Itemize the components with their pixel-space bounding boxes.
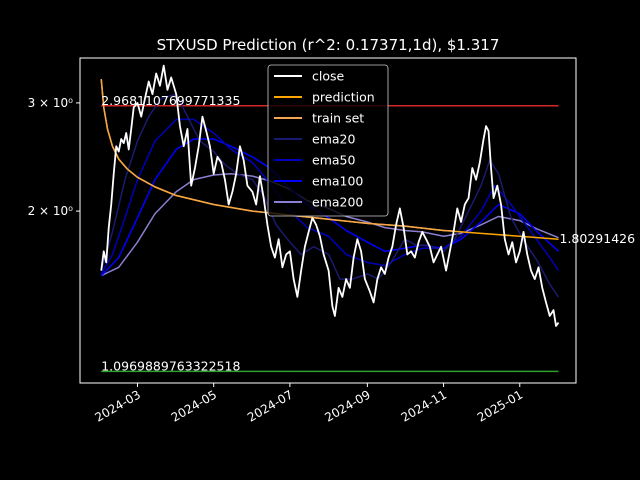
y-axis: 2 × 10⁰ 3 × 10⁰ xyxy=(28,96,80,218)
annotations: 2.9681107699771335 1.0969889763322518 1.80… xyxy=(101,93,635,374)
legend-label-prediction: prediction xyxy=(312,90,375,105)
series-line-ema100 xyxy=(100,138,560,277)
hline-label-lower: 1.0969889763322518 xyxy=(101,358,240,373)
chart-title: STXUSD Prediction (r^2: 0.17371,1d), $1.… xyxy=(157,36,500,54)
legend-label-train: train set xyxy=(312,111,364,126)
legend-label-ema20: ema20 xyxy=(312,132,355,147)
series-line-close xyxy=(100,64,560,327)
y-tick-label: 2 × 10⁰ xyxy=(28,204,74,218)
series-line-ema20 xyxy=(100,93,560,298)
series-line-train xyxy=(100,79,455,232)
legend-label-close: close xyxy=(312,69,345,84)
legend-box xyxy=(267,64,389,217)
series-line-ema50 xyxy=(100,118,560,275)
hline-label-upper: 2.9681107699771335 xyxy=(101,93,240,108)
legend: close prediction train set ema20 ema50 ema100… xyxy=(267,64,389,217)
legend-label-ema50: ema50 xyxy=(312,153,355,168)
plot-frame xyxy=(79,57,577,384)
end-value-label: 1.80291426 xyxy=(560,231,636,246)
y-tick-label: 3 × 10⁰ xyxy=(28,96,74,110)
legend-label-ema200: ema200 xyxy=(312,195,363,210)
legend-label-ema100: ema100 xyxy=(312,174,363,189)
